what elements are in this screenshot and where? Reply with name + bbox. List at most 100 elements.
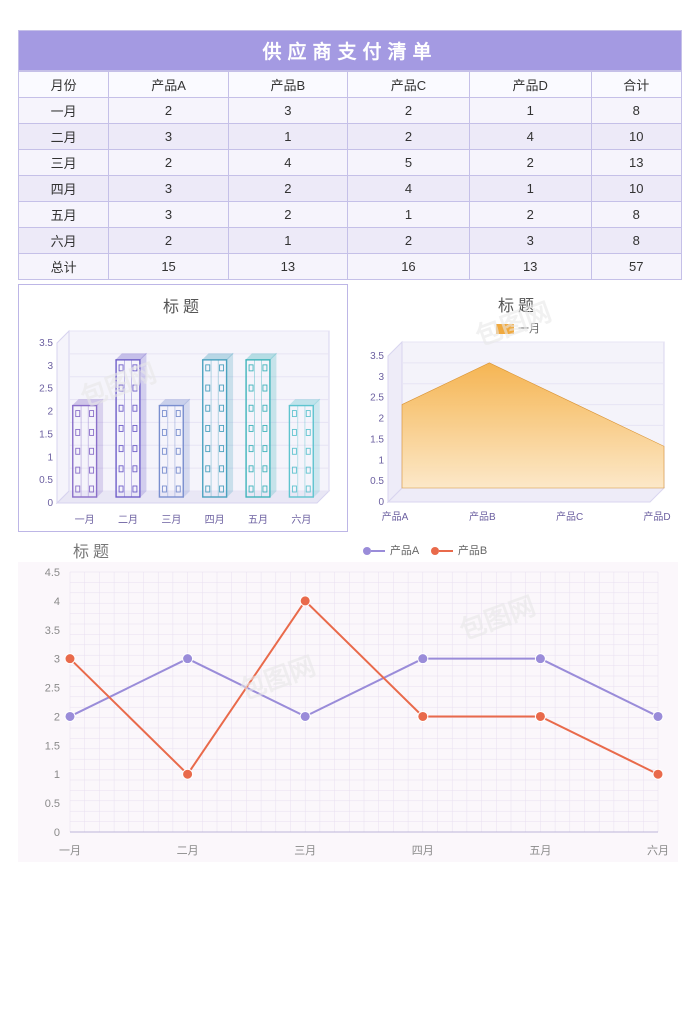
svg-text:0.5: 0.5 [370,476,384,487]
col-a: 产品A [109,72,228,98]
table-cell: 2 [109,150,228,176]
payment-table: 月份 产品A 产品B 产品C 产品D 合计 一月23218二月312410三月2… [18,71,682,280]
table-cell: 3 [109,124,228,150]
table-row: 六月21238 [19,228,682,254]
svg-text:产品A: 产品A [382,510,409,523]
svg-text:一月: 一月 [59,845,81,857]
svg-text:六月: 六月 [291,514,311,526]
svg-text:四月: 四月 [412,845,434,857]
table-cell: 57 [591,254,681,280]
svg-text:2.5: 2.5 [45,683,60,695]
table-cell: 五月 [19,202,109,228]
page-title: 供应商支付清单 [18,30,682,71]
legend-series-b: 产品B [458,545,487,557]
line-chart-svg: 00.511.522.533.544.5一月二月三月四月五月六月 [18,562,678,862]
table-cell: 1 [469,98,591,124]
svg-text:五月: 五月 [248,514,268,526]
table-cell: 3 [109,176,228,202]
table-cell: 13 [228,254,347,280]
table-cell: 16 [348,254,470,280]
svg-text:四月: 四月 [205,514,225,526]
table-cell: 总计 [19,254,109,280]
table-row: 一月23218 [19,98,682,124]
table-cell: 3 [469,228,591,254]
svg-text:产品D: 产品D [643,510,670,523]
legend-swatch [496,324,514,334]
table-row: 四月324110 [19,176,682,202]
table-cell: 1 [228,228,347,254]
table-cell: 四月 [19,176,109,202]
table-cell: 3 [109,202,228,228]
table-cell: 10 [591,124,681,150]
svg-text:产品B: 产品B [469,510,496,523]
col-b: 产品B [228,72,347,98]
table-row: 三月245213 [19,150,682,176]
col-d: 产品D [469,72,591,98]
area-chart-title: 标题 [354,292,682,316]
svg-text:2: 2 [54,711,60,723]
bar-chart: 标题 00.511.522.533.5一月二月三月四月五月六月 包图网 [18,284,348,532]
table-cell: 2 [469,150,591,176]
svg-text:3: 3 [54,654,60,666]
svg-text:二月: 二月 [118,514,138,526]
table-cell: 二月 [19,124,109,150]
table-cell: 2 [348,228,470,254]
svg-text:0: 0 [47,498,53,509]
line-chart-title: 标题 [18,538,168,562]
svg-text:3: 3 [47,361,53,372]
svg-text:4.5: 4.5 [45,567,60,579]
svg-text:三月: 三月 [294,845,316,857]
col-total: 合计 [591,72,681,98]
table-cell: 15 [109,254,228,280]
table-cell: 六月 [19,228,109,254]
svg-text:3: 3 [378,372,384,383]
svg-text:1: 1 [378,455,384,466]
svg-text:3.5: 3.5 [45,625,60,637]
svg-text:五月: 五月 [529,845,551,857]
bar-chart-title: 标题 [19,293,347,317]
table-cell: 10 [591,176,681,202]
table-cell: 13 [469,254,591,280]
svg-text:0.5: 0.5 [45,798,60,810]
table-cell: 8 [591,98,681,124]
svg-text:1: 1 [47,452,53,463]
table-cell: 2 [469,202,591,228]
svg-text:1: 1 [54,769,60,781]
table-cell: 2 [109,228,228,254]
svg-text:2: 2 [47,407,53,418]
table-cell: 2 [109,98,228,124]
col-c: 产品C [348,72,470,98]
svg-text:2.5: 2.5 [370,393,384,404]
bar-chart-svg: 00.511.522.533.5一月二月三月四月五月六月 [19,321,339,531]
col-month: 月份 [19,72,109,98]
table-cell: 2 [228,202,347,228]
svg-text:六月: 六月 [647,844,669,857]
svg-text:1.5: 1.5 [45,740,60,752]
svg-text:3.5: 3.5 [370,351,384,362]
area-chart: 标题 一月 00.511.522.533.5产品A产品B产品C产品D 包图网 [354,284,682,532]
table-cell: 1 [348,202,470,228]
svg-text:3.5: 3.5 [39,338,53,349]
legend-series-a: 产品A [390,545,419,557]
svg-text:1.5: 1.5 [39,429,53,440]
table-cell: 1 [469,176,591,202]
table-cell: 13 [591,150,681,176]
svg-text:0: 0 [54,827,60,839]
table-cell: 一月 [19,98,109,124]
table-cell: 1 [228,124,347,150]
svg-text:1.5: 1.5 [370,434,384,445]
area-chart-legend: 一月 [354,320,682,336]
svg-text:二月: 二月 [177,845,199,857]
line-chart: 标题 产品A 产品B 00.511.522.533.544.5一月二月三月四月五… [18,538,682,862]
table-row: 五月32128 [19,202,682,228]
svg-text:一月: 一月 [75,514,95,526]
svg-text:2.5: 2.5 [39,384,53,395]
svg-text:0.5: 0.5 [39,475,53,486]
table-cell: 三月 [19,150,109,176]
area-chart-svg: 00.511.522.533.5产品A产品B产品C产品D [354,336,674,526]
table-cell: 2 [348,98,470,124]
table-row: 二月312410 [19,124,682,150]
svg-text:0: 0 [378,497,384,508]
legend-label: 一月 [518,323,540,335]
line-chart-legend: 产品A 产品B [168,542,682,558]
